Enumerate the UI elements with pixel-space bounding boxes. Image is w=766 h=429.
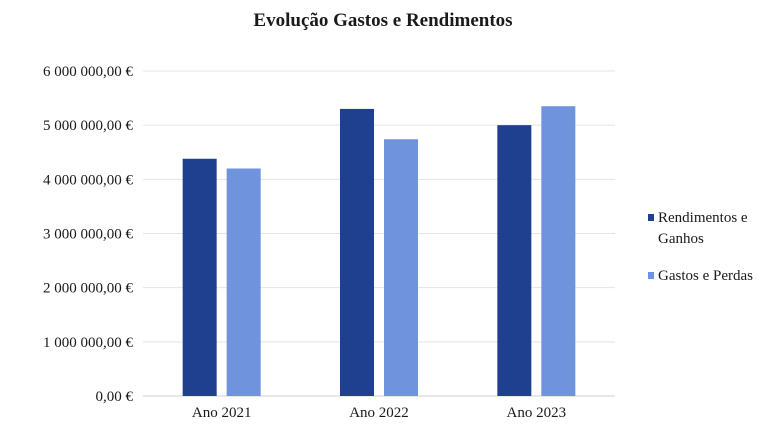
legend-item-gastos: Gastos e Perdas [648, 266, 764, 287]
bar [541, 106, 576, 396]
bar [384, 139, 418, 396]
x-tick-label: Ano 2023 [507, 405, 567, 421]
x-tick-label: Ano 2022 [349, 405, 409, 421]
y-tick-label: 1 000 000,00 € [43, 335, 134, 351]
y-tick-label: 3 000 000,00 € [43, 227, 134, 243]
y-tick-label: 6 000 000,00 € [43, 64, 134, 80]
legend-swatch-rendimentos [648, 214, 654, 221]
x-tick-label: Ano 2021 [192, 405, 252, 421]
chart-legend: Rendimentos e Ganhos Gastos e Perdas [648, 208, 764, 303]
legend-swatch-gastos [648, 272, 654, 279]
y-tick-label: 5 000 000,00 € [43, 118, 134, 134]
bar [340, 108, 374, 397]
legend-item-rendimentos: Rendimentos e Ganhos [648, 208, 764, 250]
legend-label-gastos: Gastos e Perdas [658, 268, 753, 284]
y-tick-label: 2 000 000,00 € [43, 281, 134, 297]
y-tick-label: 0,00 € [96, 389, 134, 405]
y-tick-label: 4 000 000,00 € [43, 172, 134, 188]
bar [497, 125, 532, 397]
bar [182, 158, 217, 396]
chart-title: Evolução Gastos e Rendimentos [253, 10, 513, 31]
bar [226, 168, 261, 396]
legend-label-rendimentos: Rendimentos e Ganhos [658, 210, 748, 247]
